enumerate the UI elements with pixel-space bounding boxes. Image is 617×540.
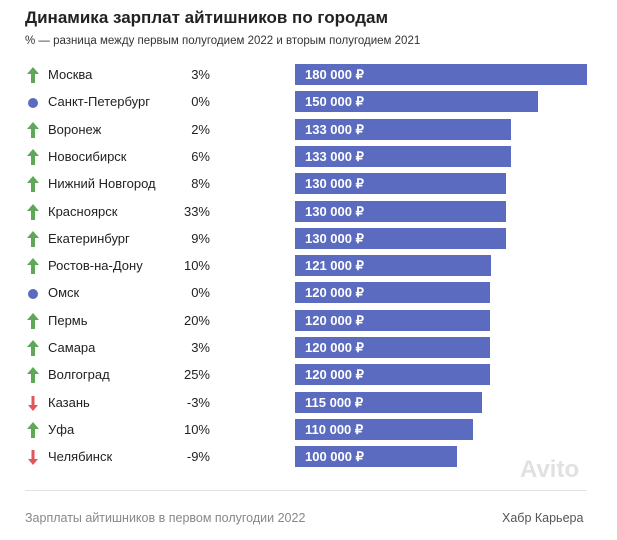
arrow-up-icon [27, 312, 39, 329]
city-label: Санкт-Петербург [48, 94, 150, 110]
city-label: Омск [48, 285, 80, 301]
footer-caption: Зарплаты айтишников в первом полугодии 2… [25, 511, 306, 525]
change-label: -9% [186, 449, 210, 465]
value-label: 180 000 ₽ [305, 67, 364, 82]
value-label: 133 000 ₽ [305, 121, 364, 137]
value-label: 120 000 ₽ [305, 312, 364, 328]
change-label: -3% [186, 394, 210, 410]
watermark: Avito [520, 456, 580, 483]
value-label: 115 000 ₽ [305, 394, 364, 410]
city-label: Казань [48, 394, 90, 410]
arrow-up-icon [27, 148, 39, 165]
dot-icon [28, 98, 38, 109]
change-label: 33% [183, 203, 210, 219]
value-label: 120 000 ₽ [305, 367, 364, 383]
table-row: Уфа 10% 110 000 ₽ [0, 418, 617, 441]
dot-icon [28, 289, 38, 300]
bar: 130 000 ₽ [295, 227, 506, 249]
table-row: Красноярск 33% 130 000 ₽ [0, 200, 617, 223]
arrow-up-icon [27, 67, 39, 83]
arrow-down-icon [28, 450, 38, 466]
chart-title: Динамика зарплат айтишников по городам [25, 8, 389, 27]
table-row: Казань -3% 115 000 ₽ [0, 391, 617, 414]
arrow-down-icon [28, 395, 38, 411]
city-label: Волгоград [48, 367, 110, 383]
city-label: Уфа [48, 421, 75, 437]
change-label: 10% [183, 421, 210, 437]
arrow-up-icon [27, 258, 39, 275]
city-label: Челябинск [48, 449, 113, 465]
change-label: 3% [191, 67, 210, 82]
table-row: Екатеринбург 9% 130 000 ₽ [0, 227, 617, 250]
arrow-up-icon [27, 367, 39, 384]
value-label: 121 000 ₽ [305, 258, 364, 274]
bar: 100 000 ₽ [295, 446, 458, 468]
table-row: Воронеж 2% 133 000 ₽ [0, 118, 617, 141]
chart-subtitle: % — разница между первым полугодием 2022… [25, 35, 421, 47]
value-label: 120 000 ₽ [305, 340, 364, 355]
arrow-up-icon [27, 176, 39, 193]
change-label: 25% [183, 367, 210, 383]
table-row: Нижний Новгород 8% 130 000 ₽ [0, 173, 617, 195]
value-label: 130 000 ₽ [305, 203, 364, 219]
value-label: 133 000 ₽ [305, 148, 364, 164]
change-label: 20% [183, 312, 210, 328]
change-label: 9% [191, 230, 210, 246]
table-row: Омск 0% 120 000 ₽ [0, 282, 617, 304]
table-row: Самара 3% 120 000 ₽ [0, 337, 617, 359]
table-row: Челябинск -9% 100 000 ₽ [0, 446, 617, 468]
bar: 120 000 ₽ [295, 282, 490, 304]
bar: 130 000 ₽ [295, 173, 506, 195]
city-label: Нижний Новгород [48, 176, 156, 192]
arrow-up-icon [27, 340, 39, 356]
value-label: 120 000 ₽ [305, 285, 364, 301]
city-label: Москва [48, 67, 93, 82]
city-label: Пермь [48, 312, 88, 328]
city-label: Красноярск [48, 203, 118, 219]
arrow-up-icon [27, 421, 39, 438]
bar: 120 000 ₽ [295, 337, 490, 358]
value-label: 100 000 ₽ [305, 449, 364, 465]
bar: 120 000 ₽ [295, 309, 490, 331]
bar: 115 000 ₽ [295, 391, 482, 413]
arrow-up-icon [27, 121, 39, 138]
value-label: 110 000 ₽ [305, 421, 364, 437]
bar: 180 000 ₽ [295, 64, 587, 85]
bar: 121 000 ₽ [295, 255, 492, 277]
bar: 130 000 ₽ [295, 200, 506, 222]
city-label: Ростов-на-Дону [48, 258, 143, 274]
table-row: Волгоград 25% 120 000 ₽ [0, 364, 617, 386]
change-label: 6% [191, 148, 210, 164]
change-label: 10% [183, 258, 210, 274]
table-row: Санкт-Петербург 0% 150 000 ₽ [0, 91, 617, 113]
change-label: 0% [191, 94, 210, 110]
value-label: 150 000 ₽ [305, 94, 364, 110]
arrow-up-icon [27, 203, 39, 220]
city-label: Воронеж [48, 121, 102, 137]
brand-label: Хабр Карьера [502, 511, 584, 525]
city-label: Екатеринбург [48, 230, 130, 246]
bar: 150 000 ₽ [295, 91, 539, 113]
table-row: Москва 3% 180 000 ₽ [0, 64, 617, 86]
city-label: Самара [48, 340, 96, 355]
table-row: Ростов-на-Дону 10% 121 000 ₽ [0, 255, 617, 277]
bar: 120 000 ₽ [295, 364, 490, 386]
bar: 133 000 ₽ [295, 145, 511, 167]
city-label: Новосибирск [48, 148, 127, 164]
divider [25, 490, 587, 491]
table-row: Пермь 20% 120 000 ₽ [0, 309, 617, 332]
bar: 133 000 ₽ [295, 118, 511, 140]
arrow-up-icon [27, 230, 39, 247]
table-row: Новосибирск 6% 133 000 ₽ [0, 145, 617, 168]
change-label: 0% [191, 285, 210, 301]
change-label: 3% [191, 340, 210, 355]
value-label: 130 000 ₽ [305, 176, 364, 192]
change-label: 2% [191, 121, 210, 137]
value-label: 130 000 ₽ [305, 230, 364, 246]
change-label: 8% [191, 176, 210, 192]
bar: 110 000 ₽ [295, 418, 474, 440]
